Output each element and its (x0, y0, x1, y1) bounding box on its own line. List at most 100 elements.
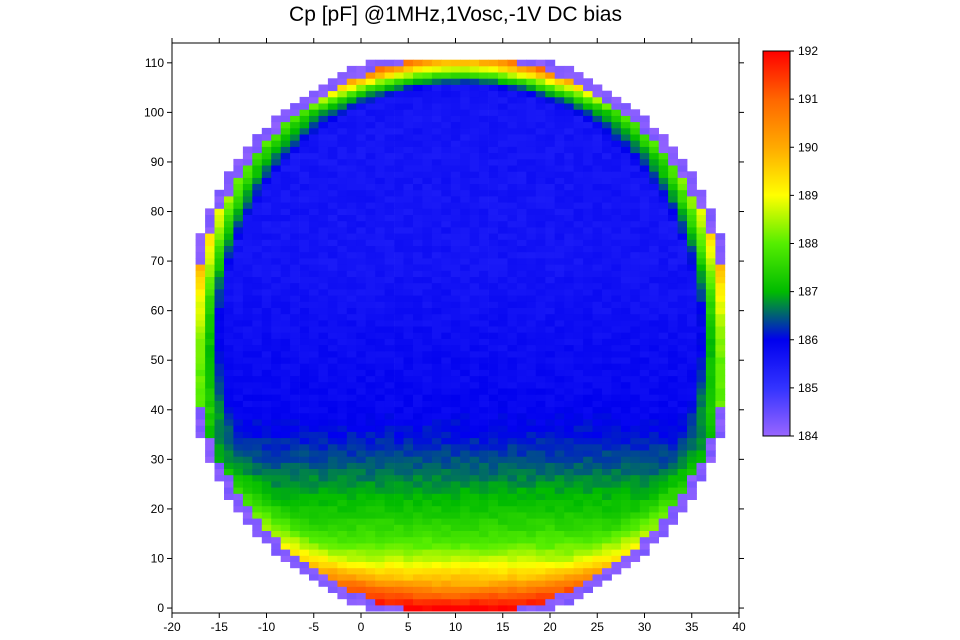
heatmap-cell (375, 443, 385, 451)
heatmap-cell (630, 171, 641, 178)
heatmap-cell (479, 258, 489, 265)
heatmap-cell (271, 524, 281, 531)
heatmap-cell (413, 183, 423, 191)
heatmap-cell (441, 196, 452, 203)
heatmap-cell (469, 307, 480, 315)
heatmap-cell (488, 487, 499, 494)
heatmap-cell (309, 103, 319, 110)
heatmap-cell (271, 456, 281, 463)
heatmap-cell (649, 270, 659, 277)
heatmap-cell (687, 437, 697, 445)
heatmap-cell (705, 369, 716, 377)
heatmap-cell (242, 474, 253, 482)
heatmap-cell (602, 245, 612, 253)
heatmap-cell (271, 289, 281, 296)
heatmap-cell (668, 406, 678, 414)
heatmap-cell (649, 152, 659, 160)
heatmap-cell (403, 183, 414, 191)
heatmap-cell (460, 493, 471, 500)
heatmap-cell (630, 388, 641, 395)
heatmap-cell (460, 270, 471, 277)
heatmap-cell (469, 65, 480, 73)
heatmap-cell (318, 214, 329, 222)
heatmap-cell (498, 481, 508, 488)
heatmap-cell (375, 59, 385, 67)
heatmap-cell (639, 196, 650, 203)
heatmap-cell (309, 493, 319, 500)
heatmap-cell (441, 344, 452, 352)
heatmap-cell (384, 598, 395, 606)
heatmap-cell (469, 406, 480, 414)
heatmap-cell (526, 456, 537, 463)
heatmap-cell (271, 158, 281, 166)
heatmap-cell (611, 363, 622, 370)
heatmap-cell (516, 388, 527, 395)
heatmap-cell (346, 375, 357, 383)
heatmap-cell (205, 276, 215, 284)
heatmap-cell (318, 555, 329, 562)
heatmap-cell (214, 344, 225, 352)
heatmap-cell (431, 400, 442, 408)
chart-title: Cp [pF] @1MHz,1Vosc,-1V DC bias (289, 3, 622, 26)
heatmap-cell (327, 388, 338, 395)
heatmap-cell (299, 567, 310, 575)
heatmap-cell (677, 437, 688, 445)
heatmap-cell (469, 282, 480, 290)
heatmap-cell (535, 239, 546, 246)
heatmap-cell (280, 400, 291, 408)
heatmap-cell (224, 208, 234, 215)
heatmap-cell (526, 134, 537, 141)
heatmap-cell (233, 214, 244, 222)
heatmap-cell (431, 412, 442, 420)
heatmap-cell (290, 301, 300, 308)
heatmap-cell (224, 282, 234, 290)
heatmap-cell (290, 524, 300, 531)
heatmap-cell (677, 481, 688, 488)
heatmap-cell (337, 90, 348, 98)
heatmap-cell (271, 406, 281, 414)
heatmap-cell (602, 419, 612, 426)
heatmap-cell (554, 530, 565, 538)
heatmap-cell (668, 295, 678, 302)
heatmap-cell (639, 357, 650, 364)
heatmap-cell (639, 388, 650, 395)
heatmap-cell (290, 245, 300, 253)
heatmap-cell (602, 177, 612, 184)
heatmap-cell (687, 493, 697, 500)
heatmap-cell (564, 363, 575, 370)
heatmap-cell (639, 512, 650, 519)
heatmap-cell (271, 468, 281, 476)
heatmap-cell (233, 363, 244, 370)
heatmap-cell (573, 431, 584, 439)
heatmap-cell (460, 189, 471, 197)
heatmap-cell (687, 245, 697, 253)
heatmap-cell (658, 456, 669, 463)
heatmap-cell (620, 462, 631, 469)
heatmap-cell (290, 319, 300, 327)
heatmap-cell (554, 419, 565, 426)
heatmap-cell (535, 536, 546, 544)
heatmap-cell (583, 146, 593, 154)
heatmap-cell (602, 375, 612, 383)
heatmap-cell (290, 530, 300, 538)
heatmap-cell (658, 307, 669, 315)
heatmap-cell (375, 499, 385, 507)
colorbar-gradient (762, 50, 791, 437)
heatmap-cell (469, 512, 480, 519)
heatmap-cell (507, 196, 518, 203)
heatmap-cell (441, 90, 452, 98)
heatmap-cell (242, 481, 253, 488)
heatmap-cell (677, 202, 688, 209)
heatmap-cell (602, 227, 612, 234)
heatmap-cell (365, 400, 376, 408)
heatmap-cell (346, 121, 357, 129)
heatmap-cell (545, 598, 556, 606)
heatmap-cell (639, 425, 650, 432)
heatmap-cell (583, 90, 593, 98)
heatmap-cell (195, 313, 206, 321)
heatmap-cell (488, 412, 499, 420)
heatmap-cell (327, 127, 338, 135)
heatmap-cell (318, 233, 329, 240)
heatmap-cell (299, 406, 310, 414)
heatmap-cell (620, 456, 631, 463)
